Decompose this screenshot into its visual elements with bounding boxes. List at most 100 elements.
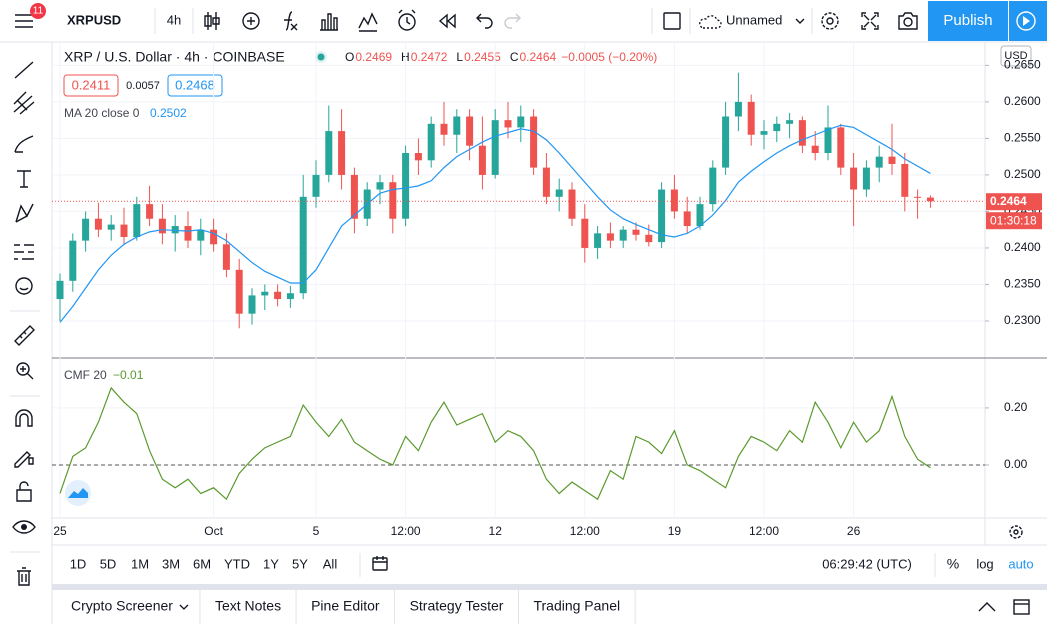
candle-body [56, 280, 64, 300]
symbol[interactable]: XRPUSD [67, 12, 121, 27]
candle-body [773, 123, 781, 132]
magnet-tool[interactable] [15, 409, 33, 427]
y-tick-label: 0.2500 [1004, 167, 1041, 181]
compare-button[interactable] [242, 12, 260, 30]
templates-button[interactable] [320, 13, 338, 31]
last-price-label: 0.2464 [990, 194, 1027, 208]
replay-button[interactable] [438, 13, 456, 29]
layout-button[interactable]: Unnamed [699, 12, 805, 29]
layout-name: Unnamed [726, 12, 782, 27]
log-toggle[interactable]: log [976, 556, 993, 571]
candle-body [837, 127, 845, 168]
trash-tool[interactable] [17, 567, 31, 586]
icon [978, 602, 996, 612]
fib-tool[interactable] [13, 91, 35, 115]
candle-body [530, 116, 538, 168]
tab[interactable]: Text Notes [215, 598, 281, 614]
range-button[interactable]: 6M [193, 556, 211, 571]
icon-tool[interactable] [15, 277, 33, 295]
visibility-tool[interactable] [12, 520, 36, 534]
candle-body [734, 101, 742, 117]
pattern-tool[interactable] [15, 203, 34, 223]
candle-body [709, 167, 717, 205]
candle-body [248, 295, 256, 314]
range-button[interactable]: 5D [100, 556, 117, 571]
drawing-tools [10, 61, 40, 586]
fullscreen-select-button[interactable] [663, 12, 681, 30]
candle-body [478, 145, 486, 175]
candle-body [811, 145, 819, 154]
chart-title: XRP / U.S. Dollar · 4h · COINBASE [64, 49, 285, 65]
bid-box[interactable] [63, 74, 119, 97]
range-button[interactable]: YTD [224, 556, 250, 571]
date-range-button[interactable] [372, 556, 388, 571]
tab[interactable]: Strategy Tester [410, 598, 504, 614]
tab[interactable]: Trading Panel [533, 598, 620, 614]
candle-body [658, 189, 666, 243]
currency-box[interactable] [1000, 45, 1032, 67]
range-button[interactable]: 1D [70, 556, 87, 571]
play-button[interactable] [1009, 1, 1047, 41]
candle-body [542, 167, 550, 197]
fullscreen-button[interactable] [861, 12, 879, 30]
candle-body [683, 211, 691, 227]
percent-toggle[interactable]: % [947, 556, 959, 572]
y-tick-label: 0.00 [1004, 457, 1028, 471]
currency: USD [1004, 50, 1027, 62]
redo-button[interactable] [504, 13, 521, 29]
range-button[interactable]: 1M [131, 556, 149, 571]
ask-box[interactable] [167, 74, 223, 97]
range-button[interactable]: 1Y [263, 556, 279, 571]
zoom-tool[interactable] [16, 362, 30, 376]
range-button[interactable]: 3M [162, 556, 180, 571]
x-tick-label: Oct [204, 524, 223, 538]
range-button[interactable]: 5Y [292, 556, 308, 571]
maximize-button[interactable] [1013, 599, 1030, 615]
trend-line-tool[interactable] [14, 61, 34, 79]
range-button[interactable]: All [323, 556, 338, 571]
candle-body [338, 131, 346, 175]
y-tick-label: 0.2550 [1004, 131, 1041, 145]
candle-body [670, 189, 678, 212]
lock-drawing-tool[interactable] [14, 451, 34, 468]
ohlc-key: C [510, 50, 519, 64]
indicators-button[interactable] [284, 11, 298, 31]
prediction-tool[interactable] [14, 244, 34, 260]
lock-tool[interactable] [16, 481, 32, 502]
candle-body [491, 120, 499, 175]
text-tool[interactable] [17, 170, 31, 188]
snapshot-button[interactable] [898, 12, 918, 30]
icon [438, 13, 456, 29]
candle-body [402, 153, 410, 219]
candle-body [798, 120, 806, 146]
candle-body [594, 233, 602, 248]
collapse-button[interactable] [978, 602, 996, 612]
candle-type-button[interactable] [204, 12, 220, 30]
countdown-label: 01:30:18 [990, 213, 1037, 227]
tab[interactable]: Pine Editor [311, 598, 380, 614]
tab[interactable]: Crypto Screener [71, 598, 173, 614]
last-price-box [986, 193, 1042, 211]
cmf-line [59, 386, 931, 501]
candle-body [312, 174, 320, 197]
undo-button[interactable] [476, 13, 493, 29]
bottom-tabs: Crypto Screener Text Notes Pine Editor Stra… [71, 590, 636, 624]
candle-body [862, 167, 870, 190]
icon [1023, 16, 1030, 26]
icon [284, 11, 298, 31]
axis-settings[interactable] [1009, 525, 1023, 539]
market-status-dot [317, 53, 325, 61]
menu-button[interactable]: 11 [15, 3, 46, 28]
icon [204, 12, 220, 30]
financials-button[interactable] [358, 12, 378, 32]
candle-body [555, 189, 563, 197]
settings-button[interactable] [821, 12, 839, 30]
ruler-tool[interactable] [14, 325, 35, 346]
publish-button[interactable]: Publish [928, 1, 1008, 41]
auto-toggle[interactable]: auto [1008, 556, 1033, 571]
x-tick-label: 19 [668, 524, 682, 538]
alert-button[interactable] [398, 9, 416, 31]
brush-tool[interactable] [14, 135, 34, 153]
interval[interactable]: 4h [167, 12, 181, 27]
